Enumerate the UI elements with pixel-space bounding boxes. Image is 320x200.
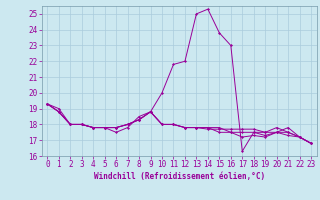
X-axis label: Windchill (Refroidissement éolien,°C): Windchill (Refroidissement éolien,°C)	[94, 172, 265, 181]
